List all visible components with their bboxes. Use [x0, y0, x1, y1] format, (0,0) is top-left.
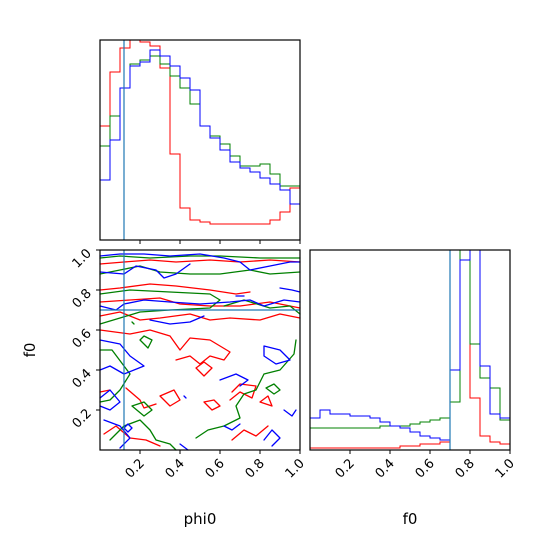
contour-green-4: [195, 339, 297, 439]
contour-red-9: [229, 383, 257, 401]
phi0-hist-blue: [100, 49, 300, 205]
contour-blue-0: [99, 253, 301, 271]
y-tick-label: 0.6: [70, 326, 95, 351]
hist-phi0-panel: [99, 39, 301, 244]
y-axis-title-f0: f0: [21, 343, 39, 358]
x-tick-label: 0.4: [163, 456, 188, 481]
contour-blue-6: [99, 339, 145, 375]
contour-green-7: [131, 401, 153, 417]
hist-phi0-series: [100, 39, 300, 225]
contour-red-13: [99, 389, 111, 393]
contour-red-4: [99, 329, 231, 365]
contour-blue-14: [183, 395, 187, 399]
contour-green-8: [139, 335, 153, 349]
contour-red-6: [125, 387, 157, 409]
contour-red-7: [103, 425, 161, 447]
contour-green-5: [99, 349, 131, 403]
y-tick-label: 0.8: [70, 286, 95, 311]
f0-hist-green: [310, 249, 510, 429]
contour-blue-16: [179, 443, 189, 451]
contour-green-3: [223, 299, 301, 315]
contour-blue-7: [99, 389, 121, 411]
contour-green-10: [131, 321, 135, 325]
contour-x-ticks: 0.2 0.4 0.6 0.8 1.0: [123, 450, 308, 481]
contour-blue-8: [103, 419, 131, 449]
contour-blue-9: [263, 345, 291, 365]
x-tick-label: 0.6: [413, 456, 438, 481]
x-axis-title-phi0: phi0: [184, 510, 217, 528]
contour-blue-10: [219, 373, 249, 387]
contour-panel: 0.2 0.4 0.6 0.8 1.0 0.2 0.4 0.6 0.8 1.0: [70, 246, 308, 481]
hist-f0-panel: 0.2 0.4 0.6 0.8 1.0: [309, 249, 518, 481]
x-tick-label: 0.8: [243, 456, 268, 481]
contour-red-8: [203, 399, 221, 411]
hist-f0-series: [310, 249, 510, 449]
contour-red-12: [195, 361, 213, 377]
y-tick-label: 0.4: [70, 366, 95, 391]
contour-red-5: [159, 389, 181, 407]
x-tick-label: 0.2: [123, 456, 148, 481]
contour-red-3: [99, 311, 301, 321]
x-tick-label: 1.0: [283, 456, 308, 481]
contour-blue-15: [123, 423, 133, 433]
contour-red-1: [99, 283, 251, 295]
hist-f0-x-ticks: 0.2 0.4 0.6 0.8 1.0: [333, 450, 518, 481]
contour-green-2: [99, 289, 221, 325]
x-tick-label: 1.0: [493, 456, 518, 481]
contour-blue-13: [223, 423, 241, 431]
x-tick-label: 0.6: [203, 456, 228, 481]
contour-red-10: [259, 395, 273, 407]
x-tick-label: 0.4: [373, 456, 398, 481]
contour-series: [99, 253, 301, 451]
contour-green-0: [99, 255, 301, 259]
y-tick-label: 0.2: [70, 406, 95, 431]
contour-red-0: [99, 259, 301, 265]
contour-blue-4: [279, 287, 301, 293]
contour-blue-11: [283, 409, 297, 417]
contour-red-2: [99, 297, 301, 309]
x-axis-title-f0: f0: [403, 510, 418, 528]
contour-green-6: [109, 419, 177, 451]
x-tick-label: 0.2: [333, 456, 358, 481]
hist-phi0-x-ticks: [139, 240, 301, 244]
contour-red-11: [231, 425, 269, 441]
contour-blue-12: [263, 429, 281, 447]
contour-green-9: [265, 383, 281, 395]
contour-blue-3: [149, 315, 205, 325]
y-tick-label: 1.0: [70, 246, 95, 271]
contour-frame: [99, 249, 301, 451]
f0-hist-red: [310, 249, 510, 449]
phi0-hist-green: [100, 55, 300, 187]
contour-blue-2: [99, 299, 301, 311]
phi0-hist-red: [100, 39, 300, 225]
contour-green-1: [99, 265, 301, 275]
contour-y-ticks: 0.2 0.4 0.6 0.8 1.0: [70, 246, 100, 431]
hist-f0-frame: [309, 249, 511, 451]
x-tick-label: 0.8: [453, 456, 478, 481]
hist-phi0-frame: [99, 39, 301, 241]
